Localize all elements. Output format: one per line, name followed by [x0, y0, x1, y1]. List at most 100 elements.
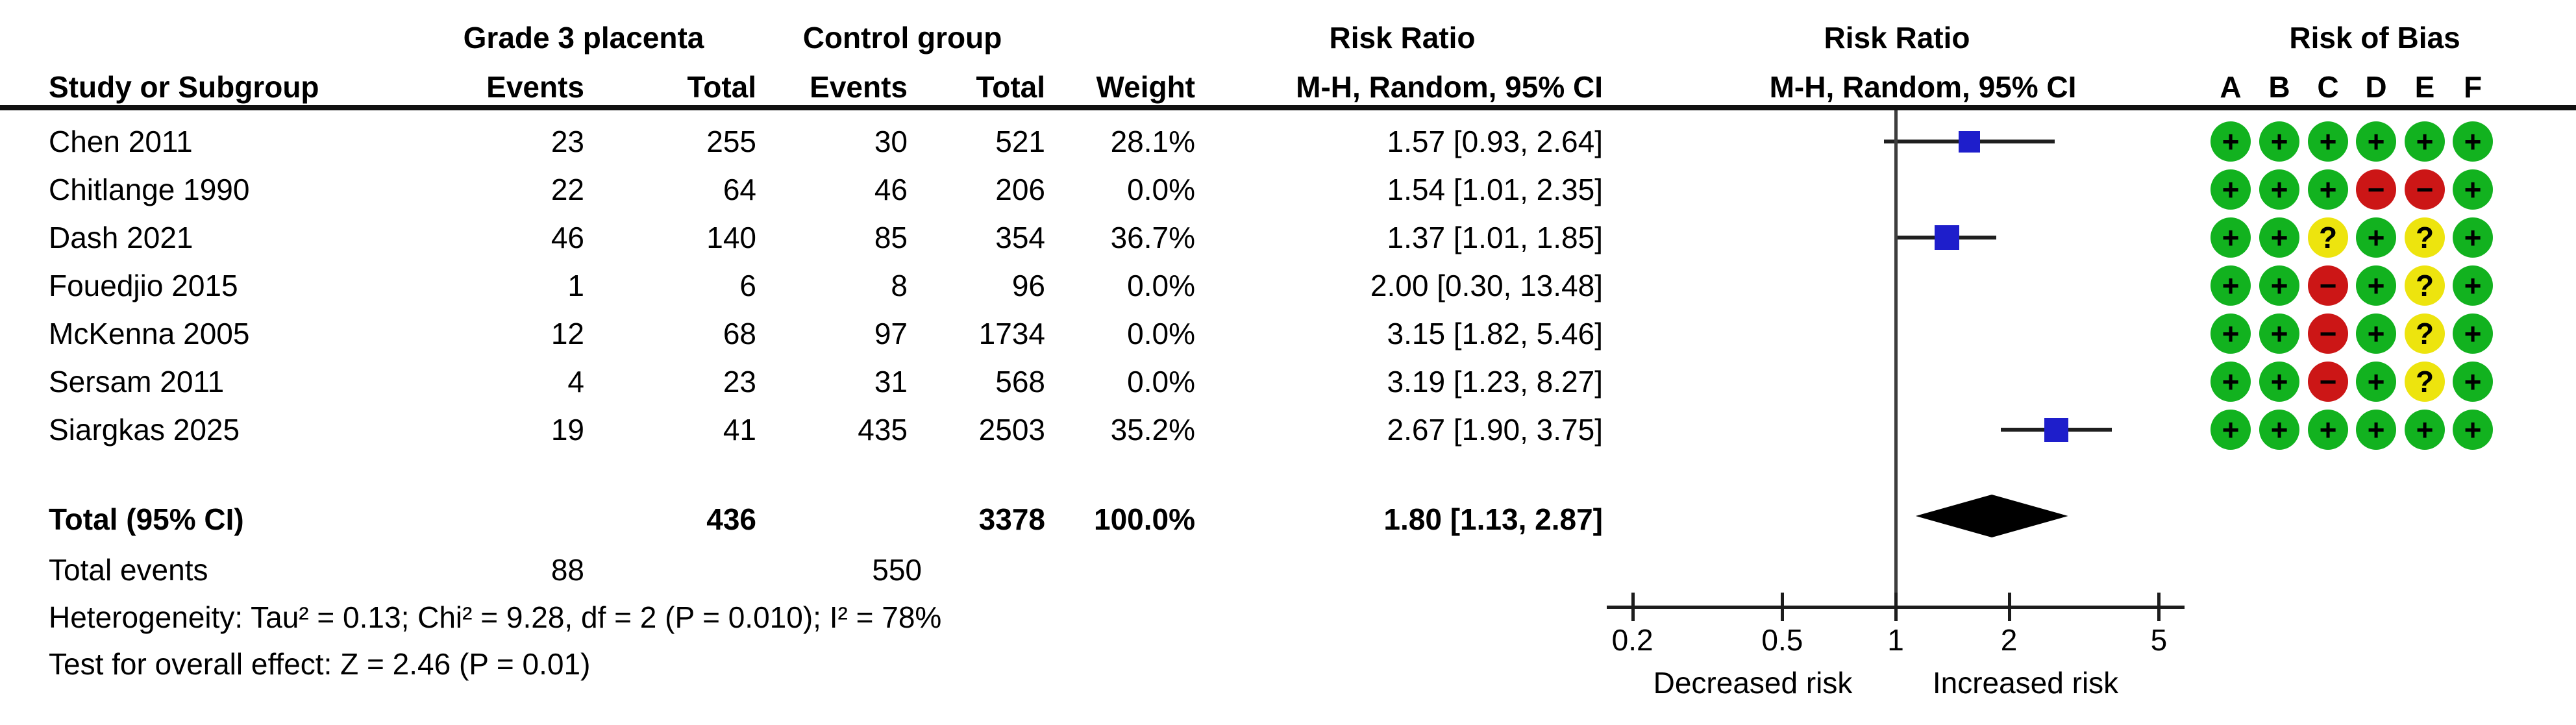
group2-total: 1734: [978, 317, 1045, 350]
group1-events: 4: [567, 365, 584, 399]
rob-column-letter: D: [2365, 70, 2387, 104]
rob-low-icon: +: [2211, 265, 2251, 306]
weight-value: 0.0%: [1127, 173, 1195, 206]
rob-high-icon: −: [2308, 313, 2348, 354]
axis-label-increased: Increased risk: [1932, 666, 2119, 700]
group1-header: Grade 3 placenta: [463, 21, 704, 55]
axis-tick-label: 2: [2000, 623, 2018, 657]
rr-ci-value: 1.37 [1.01, 1.85]: [1387, 221, 1604, 254]
group2-total: 521: [995, 125, 1045, 158]
rob-unclear-icon: ?: [2405, 362, 2445, 402]
rob-low-icon: +: [2211, 217, 2251, 258]
group2-events: 30: [874, 125, 908, 158]
group1-events: 22: [551, 173, 584, 206]
rob-unclear-icon: ?: [2308, 217, 2348, 258]
rob-low-icon: +: [2308, 410, 2348, 450]
study-name: Fouedjio 2015: [49, 269, 238, 302]
rob-column-letter: F: [2463, 70, 2483, 104]
rob-low-icon: +: [2211, 121, 2251, 162]
group1-total: 64: [723, 173, 756, 206]
rob-low-icon: +: [2259, 313, 2299, 354]
axis-tick-label: 1: [1887, 623, 1904, 657]
rob-low-icon: +: [2356, 410, 2396, 450]
weight-column-header: Weight: [1096, 70, 1195, 104]
overall-effect-note: Test for overall effect: Z = 2.46 (P = 0…: [49, 647, 591, 681]
total-group2-n: 3378: [978, 502, 1045, 536]
plot-ci-header: M-H, Random, 95% CI: [1769, 70, 2077, 104]
rob-low-icon: +: [2405, 121, 2445, 162]
total-events-label: Total events: [49, 553, 208, 587]
group2-total: 568: [995, 365, 1045, 399]
group2-total: 2503: [978, 413, 1045, 447]
study-name: Siargkas 2025: [49, 413, 240, 447]
effect-square-marker: [1935, 225, 1960, 250]
rob-low-icon: +: [2211, 169, 2251, 210]
group1-total: 255: [706, 125, 756, 158]
study-column-header: Study or Subgroup: [49, 70, 319, 104]
rob-low-icon: +: [2308, 121, 2348, 162]
study-name: Chen 2011: [49, 125, 193, 158]
group2-events: 8: [891, 269, 908, 302]
rob-low-icon: +: [2356, 313, 2396, 354]
pooled-effect-diamond: [1915, 495, 2068, 537]
rob-low-icon: +: [2356, 121, 2396, 162]
weight-value: 36.7%: [1110, 221, 1195, 254]
axis-tick: [2157, 593, 2161, 621]
risk-ratio-text-header: Risk Ratio: [1329, 21, 1476, 55]
group2-total-header: Total: [976, 70, 1045, 104]
rob-high-icon: −: [2308, 362, 2348, 402]
group1-total: 41: [723, 413, 756, 447]
rob-low-icon: +: [2211, 410, 2251, 450]
rob-column-letter: A: [2220, 70, 2242, 104]
effect-square-marker: [2044, 417, 2068, 442]
group1-total: 68: [723, 317, 756, 350]
group2-events: 97: [874, 317, 908, 350]
rob-column-letter: B: [2268, 70, 2290, 104]
group2-header: Control group: [802, 21, 1002, 55]
group2-total: 354: [995, 221, 1045, 254]
rob-low-icon: +: [2453, 265, 2493, 306]
rob-low-icon: +: [2405, 410, 2445, 450]
study-name: Dash 2021: [49, 221, 193, 254]
rr-ci-value: 2.00 [0.30, 13.48]: [1370, 269, 1603, 302]
group2-total: 206: [995, 173, 1045, 206]
group1-total: 140: [706, 221, 756, 254]
risk-ratio-plot-header: Risk Ratio: [1824, 21, 1970, 55]
group1-events: 46: [551, 221, 584, 254]
header-rule: [0, 105, 2576, 110]
axis-tick: [2007, 593, 2011, 621]
rob-low-icon: +: [2453, 362, 2493, 402]
effect-square-marker: [1959, 130, 1981, 153]
total-row-label: Total (95% CI): [49, 502, 244, 536]
total-rr-ci: 1.80 [1.13, 2.87]: [1383, 502, 1603, 536]
group1-total: 6: [739, 269, 756, 302]
rob-low-icon: +: [2453, 313, 2493, 354]
axis-tick-label: 5: [2150, 623, 2168, 657]
study-name: Chitlange 1990: [49, 173, 250, 206]
axis-tick: [1631, 593, 1635, 621]
weight-value: 28.1%: [1110, 125, 1195, 158]
rob-high-icon: −: [2405, 169, 2445, 210]
study-name: McKenna 2005: [49, 317, 250, 350]
axis-tick: [1781, 593, 1785, 621]
risk-of-bias-header: Risk of Bias: [2289, 21, 2460, 55]
rob-low-icon: +: [2356, 362, 2396, 402]
rob-high-icon: −: [2356, 169, 2396, 210]
total-events-group1: 88: [551, 553, 584, 587]
rob-low-icon: +: [2308, 169, 2348, 210]
rob-low-icon: +: [2453, 121, 2493, 162]
rob-column-letter: C: [2317, 70, 2339, 104]
axis-label-decreased: Decreased risk: [1653, 666, 1853, 700]
group2-events: 31: [874, 365, 908, 399]
axis-tick: [1894, 593, 1898, 621]
rob-low-icon: +: [2259, 362, 2299, 402]
group1-total: 23: [723, 365, 756, 399]
total-group1-n: 436: [706, 502, 756, 536]
total-weight: 100.0%: [1093, 502, 1195, 536]
rr-ci-column-header: M-H, Random, 95% CI: [1296, 70, 1603, 104]
heterogeneity-note: Heterogeneity: Tau² = 0.13; Chi² = 9.28,…: [49, 600, 942, 634]
group1-total-header: Total: [687, 70, 756, 104]
rob-low-icon: +: [2453, 410, 2493, 450]
group2-events: 85: [874, 221, 908, 254]
